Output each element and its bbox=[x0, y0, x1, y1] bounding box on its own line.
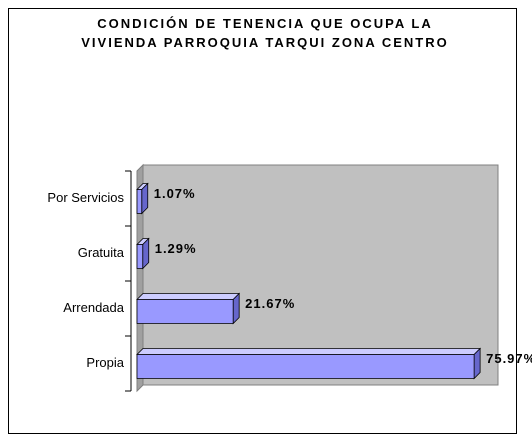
data-label: 21.67% bbox=[245, 296, 295, 311]
chart-title: CONDICIÓN DE TENENCIA QUE OCUPA LA VIVIE… bbox=[81, 16, 449, 50]
bar bbox=[136, 292, 241, 325]
data-label: 1.07% bbox=[154, 186, 196, 201]
y-tick-label: Gratuita bbox=[78, 245, 125, 260]
y-tick-label: Por Servicios bbox=[47, 190, 124, 205]
bar bbox=[136, 182, 149, 215]
y-tick-label: Propia bbox=[86, 355, 124, 370]
data-label: 1.29% bbox=[155, 241, 197, 256]
data-label: 75.97% bbox=[486, 351, 532, 366]
y-tick-label: Arrendada bbox=[63, 300, 124, 315]
bar bbox=[136, 347, 482, 380]
bar bbox=[136, 237, 150, 270]
